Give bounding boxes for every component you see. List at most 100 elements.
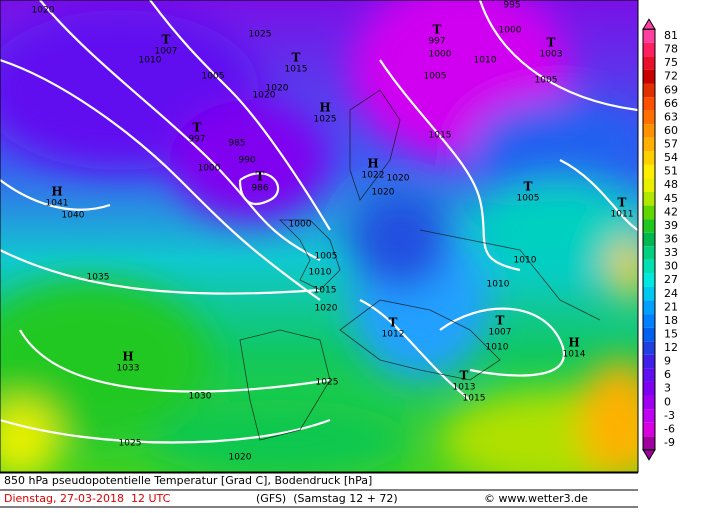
colorbar-label: 18 (664, 314, 678, 327)
color-swatch (643, 69, 655, 84)
color-swatch (643, 381, 655, 396)
isobar-label: 1015 (463, 394, 486, 404)
center-pressure: 1007 (155, 47, 178, 57)
isobar-label: 1005 (535, 76, 558, 86)
colorbar-label: 45 (664, 192, 678, 205)
isobar-label: 1020 (229, 453, 252, 463)
colorbar-label: 24 (664, 287, 678, 300)
map-field (0, 0, 638, 472)
isobar-label: 1035 (87, 273, 110, 283)
color-swatch (643, 341, 655, 355)
colorbar-label: 48 (664, 178, 678, 191)
isobar-label: 1005 (424, 72, 447, 82)
center-pressure: 997 (188, 135, 205, 145)
center-kind: T (618, 196, 627, 210)
color-swatch (643, 56, 655, 70)
center-pressure: 1012 (382, 330, 405, 340)
isobar-label: 1025 (119, 439, 142, 449)
colorbar-label: 69 (664, 83, 678, 96)
center-kind: T (496, 314, 505, 328)
isobar-label: 1020 (372, 188, 395, 198)
color-swatch (643, 124, 655, 138)
color-swatch (643, 137, 655, 152)
color-swatch (643, 422, 655, 437)
credit: © www.wetter3.de (484, 492, 588, 505)
color-swatch (643, 286, 655, 301)
isobar-label: 990 (238, 156, 255, 166)
center-kind: H (319, 101, 330, 115)
colorbar-label: 42 (664, 205, 678, 218)
center-kind: H (122, 350, 133, 364)
colorbar-label: 81 (664, 29, 678, 42)
center-pressure: 986 (251, 184, 268, 194)
color-swatch (643, 436, 655, 450)
color-swatch (643, 178, 655, 193)
isobar-label: 1020 (32, 6, 55, 16)
color-swatch (643, 205, 655, 220)
colorbar-label: 75 (664, 56, 678, 69)
color-swatch (643, 327, 655, 342)
isobar-label: 1010 (487, 280, 510, 290)
color-swatch (643, 110, 655, 125)
color-swatch (643, 354, 655, 369)
isobar-label: 1025 (316, 378, 339, 388)
isobar-label: 1010 (309, 268, 332, 278)
center-pressure: 1025 (314, 115, 337, 125)
color-swatch (643, 97, 655, 111)
colorbar-label: 72 (664, 70, 678, 83)
center-pressure: 1013 (453, 383, 476, 393)
center-kind: T (524, 180, 533, 194)
isobar-label: 1040 (62, 211, 85, 221)
colorbar-label: -6 (664, 422, 675, 435)
colorbar-frame (642, 28, 656, 451)
center-pressure: 1015 (285, 65, 308, 75)
colorbar-label: 57 (664, 138, 678, 151)
color-swatch (643, 29, 655, 43)
color-swatch (643, 273, 655, 287)
isobar-label: 1005 (315, 252, 338, 262)
colorbar-label: 66 (664, 97, 678, 110)
center-pressure: 1003 (540, 50, 563, 60)
color-swatch (643, 246, 655, 260)
center-kind: H (51, 185, 62, 199)
isobar-label: 1010 (486, 343, 509, 353)
center-kind: T (292, 51, 301, 65)
isobar-label: 1015 (429, 131, 452, 141)
color-swatch (643, 395, 655, 410)
center-pressure: 1041 (46, 199, 69, 209)
colorbar-label: 39 (664, 219, 678, 232)
color-swatch (643, 409, 655, 423)
colorbar-label: 60 (664, 124, 678, 137)
isobar-label: 1010 (474, 56, 497, 66)
center-kind: H (367, 157, 378, 171)
center-kind: H (568, 336, 579, 350)
center-pressure: 1022 (362, 171, 385, 181)
colorbar-label: 63 (664, 110, 678, 123)
colorbar-label: 27 (664, 273, 678, 286)
color-swatch (643, 259, 655, 274)
color-swatch (643, 314, 655, 328)
color-swatch (643, 300, 655, 315)
isobar-label: 1000 (289, 220, 312, 230)
center-kind: T (460, 369, 469, 383)
colorbar-label: 36 (664, 233, 678, 246)
colorbar-arrow (642, 18, 656, 30)
date: Dienstag, 27-03-2018 12 UTC (4, 492, 171, 505)
colorbar-label: 12 (664, 341, 678, 354)
isobar-label: 1020 (387, 174, 410, 184)
colorbar-label: 33 (664, 246, 678, 259)
center-kind: T (547, 36, 556, 50)
isobar-label: 1020 (266, 84, 289, 94)
color-swatch (643, 219, 655, 233)
map-frame (0, 0, 639, 473)
isobar-label: 1000 (198, 164, 221, 174)
isobar-label: 1000 (499, 26, 522, 36)
caption: 850 hPa pseudopotentielle Temperatur [Gr… (4, 474, 372, 487)
isobar-label: 1010 (139, 56, 162, 66)
colorbar-label: 6 (664, 368, 671, 381)
isobar-label: 1025 (249, 30, 272, 40)
isobar-label: 1020 (315, 304, 338, 314)
center-kind: T (256, 170, 265, 184)
center-pressure: 1007 (489, 328, 512, 338)
colorbar-label: -9 (664, 436, 675, 449)
